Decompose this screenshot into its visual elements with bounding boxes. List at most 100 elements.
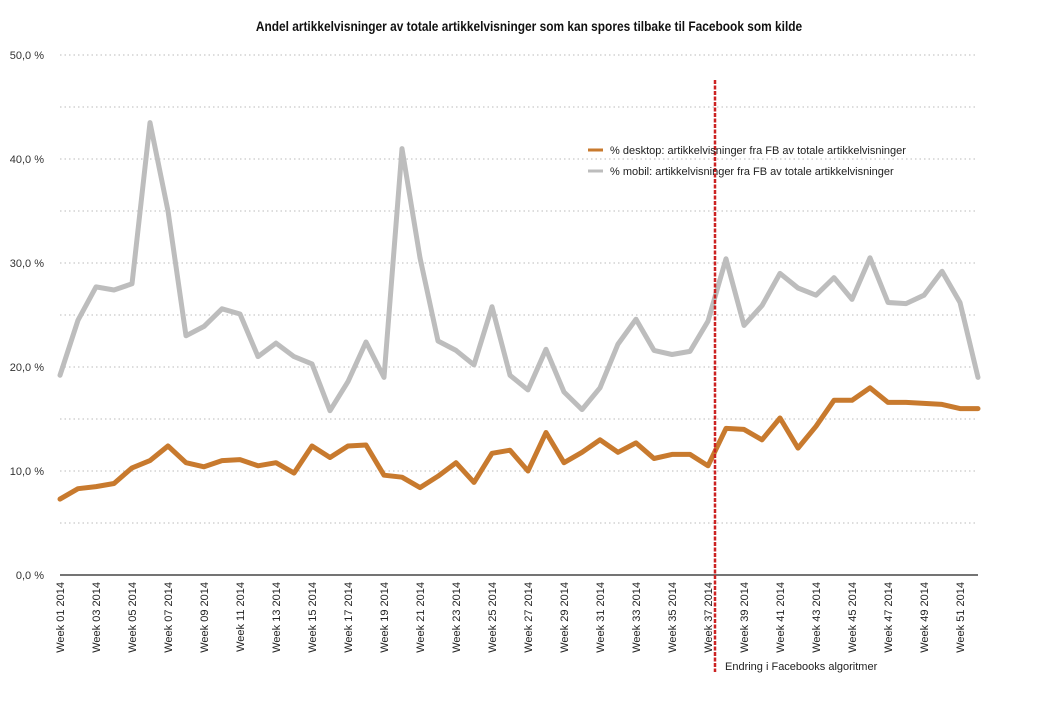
mobile-data-point bbox=[202, 324, 206, 328]
mobile-data-point bbox=[256, 355, 260, 359]
desktop-data-point bbox=[310, 444, 314, 448]
mobile-data-point bbox=[742, 323, 746, 327]
desktop-data-point bbox=[382, 473, 386, 477]
mobile-data-point bbox=[58, 373, 62, 377]
mobile-data-point bbox=[346, 380, 350, 384]
desktop-data-point bbox=[472, 480, 476, 484]
desktop-data-point bbox=[904, 400, 908, 404]
desktop-data-point bbox=[94, 485, 98, 489]
desktop-data-point bbox=[364, 443, 368, 447]
mobile-data-point bbox=[544, 347, 548, 351]
desktop-data-point bbox=[634, 441, 638, 445]
mobile-data-point bbox=[868, 256, 872, 260]
desktop-data-point bbox=[706, 464, 710, 468]
y-tick-label: 10,0 % bbox=[10, 466, 44, 478]
mobile-data-point bbox=[850, 297, 854, 301]
desktop-data-point bbox=[400, 475, 404, 479]
desktop-data-point bbox=[148, 459, 152, 463]
desktop-data-point bbox=[760, 438, 764, 442]
mobile-series-line bbox=[57, 120, 981, 414]
mobile-data-point bbox=[508, 373, 512, 377]
desktop-data-point bbox=[76, 487, 80, 491]
mobile-data-point bbox=[166, 209, 170, 213]
mobile-data-point bbox=[724, 257, 728, 261]
mobile-data-point bbox=[634, 317, 638, 321]
desktop-data-point bbox=[346, 444, 350, 448]
mobile-data-point bbox=[904, 302, 908, 306]
mobile-data-point bbox=[130, 282, 134, 286]
x-tick-label: Week 21 2014 bbox=[415, 582, 427, 653]
mobile-data-point bbox=[832, 276, 836, 280]
mobile-data-point bbox=[454, 348, 458, 352]
desktop-data-point bbox=[526, 469, 530, 473]
mobile-data-point bbox=[94, 285, 98, 289]
mobile-data-point bbox=[490, 305, 494, 309]
mobile-data-point bbox=[778, 271, 782, 275]
mobile-data-point bbox=[796, 286, 800, 290]
desktop-data-point bbox=[166, 444, 170, 448]
x-tick-label: Week 37 2014 bbox=[703, 582, 715, 653]
mobile-data-point bbox=[220, 307, 224, 311]
series-lines bbox=[57, 120, 981, 502]
mobile-data-point bbox=[688, 349, 692, 353]
mobile-data-point bbox=[382, 375, 386, 379]
mobile-data-point bbox=[328, 409, 332, 413]
x-tick-label: Week 39 2014 bbox=[739, 582, 751, 653]
desktop-data-point bbox=[832, 398, 836, 402]
x-tick-label: Week 15 2014 bbox=[307, 582, 319, 653]
legend: % desktop: artikkelvisninger fra FB av t… bbox=[588, 145, 906, 178]
x-tick-label: Week 51 2014 bbox=[955, 582, 967, 653]
mobile-data-point bbox=[616, 342, 620, 346]
desktop-data-point bbox=[184, 461, 188, 465]
mobile-data-point bbox=[238, 312, 242, 316]
mobile-data-point bbox=[598, 386, 602, 390]
desktop-data-point bbox=[274, 461, 278, 465]
desktop-data-point bbox=[652, 457, 656, 461]
desktop-data-point bbox=[598, 438, 602, 442]
x-tick-label: Week 13 2014 bbox=[271, 582, 283, 653]
mobile-data-point bbox=[976, 375, 980, 379]
y-tick-label: 0,0 % bbox=[16, 570, 44, 582]
mobile-data-point bbox=[814, 293, 818, 297]
desktop-data-point bbox=[796, 446, 800, 450]
desktop-data-point bbox=[220, 459, 224, 463]
desktop-data-point bbox=[256, 464, 260, 468]
desktop-data-point bbox=[814, 424, 818, 428]
mobile-data-point bbox=[274, 341, 278, 345]
desktop-data-point bbox=[292, 471, 296, 475]
mobile-data-point bbox=[292, 355, 296, 359]
x-tick-label: Week 05 2014 bbox=[127, 582, 139, 653]
x-tick-label: Week 11 2014 bbox=[235, 582, 247, 652]
x-tick-label: Week 09 2014 bbox=[199, 582, 211, 653]
y-tick-label: 20,0 % bbox=[10, 362, 44, 374]
desktop-data-point bbox=[418, 486, 422, 490]
desktop-data-point bbox=[616, 450, 620, 454]
desktop-data-point bbox=[508, 448, 512, 452]
desktop-data-point bbox=[202, 465, 206, 469]
mobile-data-point bbox=[760, 304, 764, 308]
x-tick-label: Week 27 2014 bbox=[523, 582, 535, 653]
x-tick-label: Week 33 2014 bbox=[631, 582, 643, 653]
mobile-data-point bbox=[940, 269, 944, 273]
desktop-data-point bbox=[328, 455, 332, 459]
legend-label: % mobil: artikkelvisninger fra FB av tot… bbox=[610, 166, 894, 178]
desktop-data-point bbox=[130, 466, 134, 470]
desktop-data-point bbox=[724, 426, 728, 430]
x-tick-label: Week 35 2014 bbox=[667, 582, 679, 653]
desktop-data-point bbox=[112, 481, 116, 485]
x-tick-label: Week 49 2014 bbox=[919, 582, 931, 653]
x-tick-label: Week 01 2014 bbox=[55, 582, 67, 653]
x-tick-label: Week 07 2014 bbox=[163, 582, 175, 653]
x-tick-label: Week 23 2014 bbox=[451, 582, 463, 653]
legend-label: % desktop: artikkelvisninger fra FB av t… bbox=[610, 145, 906, 157]
mobile-data-point bbox=[886, 301, 890, 305]
mobile-data-point bbox=[922, 293, 926, 297]
y-tick-label: 30,0 % bbox=[10, 258, 44, 270]
mobile-data-point bbox=[112, 288, 116, 292]
algorithm-change-annotation: Endring i Facebooks algoritmer bbox=[713, 80, 878, 673]
x-tick-label: Week 25 2014 bbox=[487, 582, 499, 653]
desktop-data-point bbox=[544, 431, 548, 435]
x-tick-label: Week 47 2014 bbox=[883, 582, 895, 653]
y-tick-label: 50,0 % bbox=[10, 50, 44, 62]
